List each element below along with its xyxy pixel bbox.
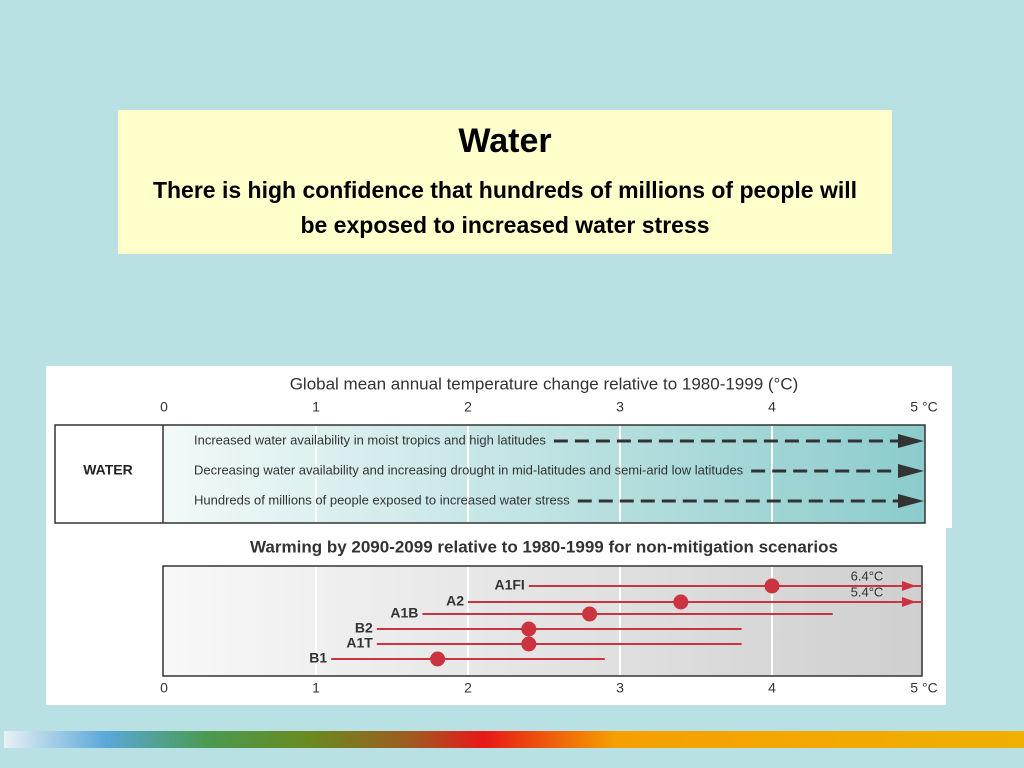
plot-area (162, 565, 923, 677)
high-label: 6.4°C (851, 568, 884, 583)
x-tick-label: 1 (312, 680, 320, 696)
chart-title: Warming by 2090-2099 relative to 1980-19… (250, 537, 838, 556)
best-estimate (764, 578, 780, 594)
scenario-label: B1 (309, 650, 327, 666)
color-stripe (4, 731, 1024, 748)
scenario-label: A1B (390, 605, 418, 621)
text-box: Water There is high confidence that hund… (118, 110, 892, 254)
arrow-head (898, 494, 924, 508)
row-label: WATER (83, 462, 133, 478)
x-tick-label: 3 (616, 399, 624, 415)
slide-title: Water (458, 122, 552, 160)
x-tick-label: 2 (464, 680, 472, 696)
arrow-head (898, 464, 924, 478)
x-tick-label: 1 (312, 399, 320, 415)
chart-title: Global mean annual temperature change re… (290, 374, 799, 393)
scenario-label: A1FI (494, 577, 524, 593)
row-text: Decreasing water availability and increa… (194, 462, 744, 477)
slide-text: There is high confidence that hundreds o… (152, 177, 858, 238)
scenario-label: A1T (346, 635, 373, 651)
x-tick-label: 4 (768, 680, 776, 696)
best-estimate (582, 606, 598, 622)
best-estimate (521, 621, 537, 637)
x-tick-label: 0 (160, 680, 168, 696)
best-estimate (521, 636, 537, 652)
x-tick-label: 0 (160, 399, 168, 415)
best-estimate (673, 594, 689, 610)
best-estimate (430, 651, 446, 667)
arrow-head (902, 581, 916, 591)
scenario-label: A2 (446, 593, 464, 609)
high-label: 5.4°C (851, 584, 884, 599)
x-tick-label: 5 °C (910, 680, 937, 696)
scenario-label: B2 (355, 620, 373, 636)
row-text: Hundreds of millions of people exposed t… (194, 492, 570, 507)
x-tick-label: 5 °C (910, 399, 937, 415)
frame (54, 424, 926, 524)
row-text: Increased water availability in moist tr… (194, 432, 546, 447)
arrow-head (898, 434, 924, 448)
x-tick-label: 4 (768, 399, 776, 415)
x-tick-label: 2 (464, 399, 472, 415)
x-tick-label: 3 (616, 680, 624, 696)
ranges (331, 585, 923, 660)
arrow-head (902, 597, 916, 607)
